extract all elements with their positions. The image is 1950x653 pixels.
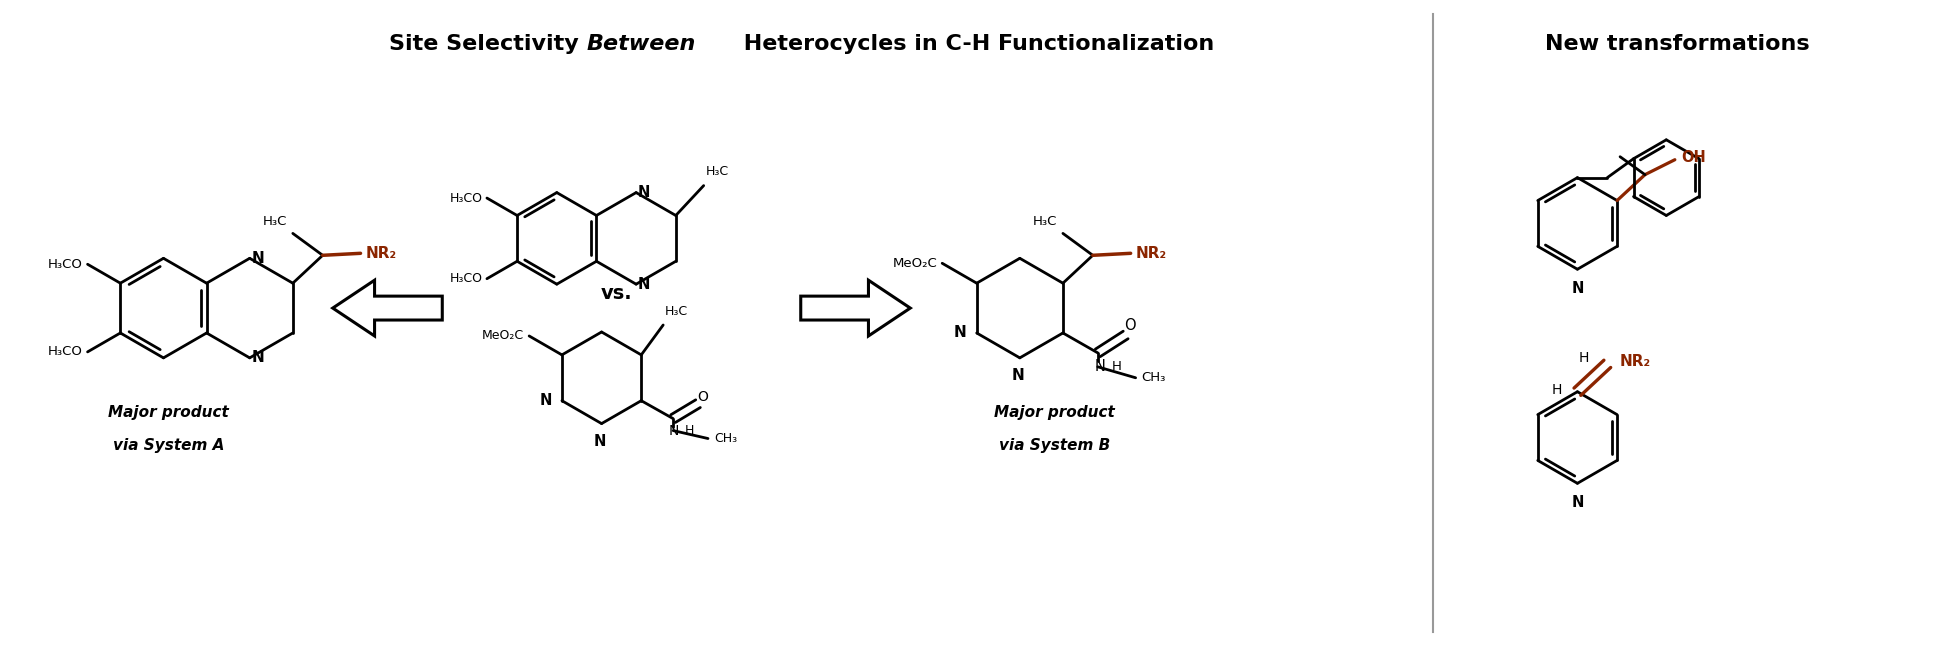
Text: O: O: [1123, 317, 1135, 332]
Text: N: N: [1012, 368, 1024, 383]
Text: OH: OH: [1681, 150, 1706, 165]
Text: H: H: [1552, 383, 1562, 397]
Text: O: O: [698, 390, 708, 404]
Polygon shape: [333, 280, 443, 336]
Text: H₃CO: H₃CO: [47, 345, 82, 358]
Text: vs.: vs.: [601, 283, 632, 302]
Text: via System B: via System B: [998, 438, 1110, 453]
Text: N: N: [1572, 495, 1583, 510]
Text: N: N: [638, 185, 649, 200]
Text: H: H: [1112, 360, 1121, 374]
Text: N: N: [638, 277, 649, 292]
Text: NR₂: NR₂: [365, 246, 396, 261]
Text: Between: Between: [587, 34, 696, 54]
Text: N: N: [252, 351, 263, 366]
Text: H₃CO: H₃CO: [450, 272, 484, 285]
Text: N: N: [1572, 281, 1583, 296]
Text: N: N: [252, 251, 263, 266]
Text: CH₃: CH₃: [714, 432, 737, 445]
Text: Heterocycles in C-H Functionalization: Heterocycles in C-H Functionalization: [735, 34, 1215, 54]
Text: N: N: [593, 434, 606, 449]
Text: New transformations: New transformations: [1544, 34, 1810, 54]
Text: H₃CO: H₃CO: [47, 258, 82, 271]
Text: Major product: Major product: [107, 405, 228, 420]
Text: H₃C: H₃C: [665, 305, 688, 318]
Text: N: N: [954, 325, 967, 340]
Text: CH₃: CH₃: [1141, 372, 1166, 384]
Text: NR₂: NR₂: [1618, 355, 1650, 370]
Text: H₃C: H₃C: [263, 215, 287, 229]
Text: H₃CO: H₃CO: [450, 191, 484, 204]
Text: H: H: [684, 424, 694, 437]
Text: N: N: [540, 393, 552, 408]
Text: MeO₂C: MeO₂C: [893, 257, 938, 270]
Text: via System A: via System A: [113, 438, 224, 453]
Polygon shape: [801, 280, 911, 336]
Text: NR₂: NR₂: [1135, 246, 1166, 261]
Text: N: N: [669, 424, 679, 438]
Text: MeO₂C: MeO₂C: [482, 330, 525, 342]
Text: H₃C: H₃C: [1034, 215, 1057, 229]
Text: N: N: [1094, 359, 1106, 374]
Text: H: H: [1580, 351, 1589, 365]
Text: H₃C: H₃C: [706, 165, 729, 178]
Text: Site Selectivity: Site Selectivity: [390, 34, 587, 54]
Text: Major product: Major product: [994, 405, 1115, 420]
